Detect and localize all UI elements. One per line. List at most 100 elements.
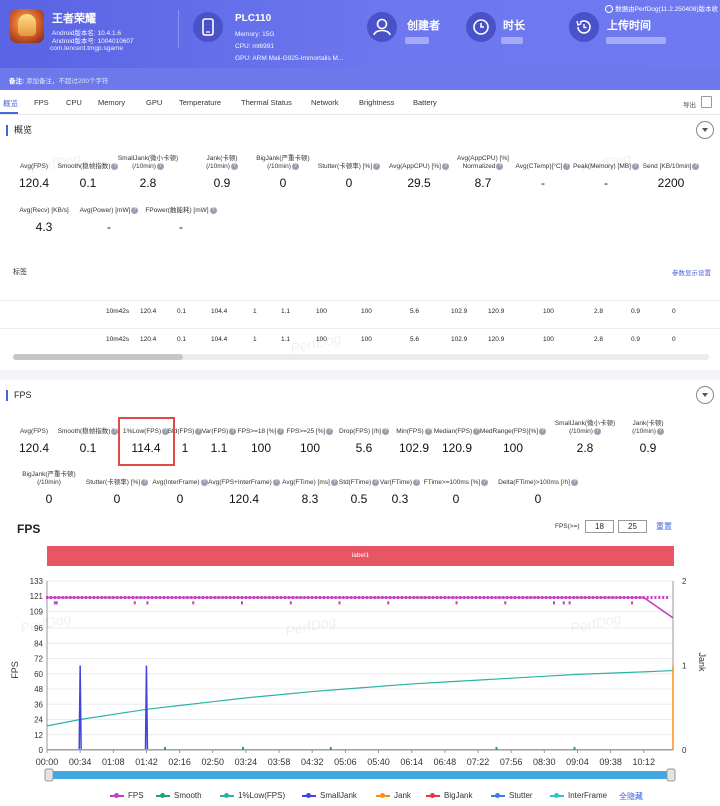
note-bar[interactable]: 备注: 添加备注，不超过200个字符	[0, 68, 720, 90]
help-icon[interactable]: ?	[373, 163, 381, 170]
export-icon[interactable]	[701, 96, 712, 108]
help-icon[interactable]: ?	[229, 428, 237, 435]
stat-value: 102.9	[398, 441, 430, 456]
stat-item: Var(FPS)? 1.1	[174, 428, 264, 455]
table-cell: 100	[361, 336, 372, 343]
tab-fps[interactable]: FPS	[34, 98, 49, 107]
help-icon[interactable]: ?	[272, 479, 280, 486]
help-icon[interactable]: ?	[539, 428, 547, 435]
scrollbar-thumb[interactable]	[13, 354, 183, 360]
fps-point	[436, 596, 439, 600]
help-icon[interactable]: ?	[496, 163, 504, 170]
hide-all-button[interactable]: 全隐藏	[619, 792, 643, 801]
stat-value: 120.4	[18, 176, 50, 190]
help-icon[interactable]: ?	[291, 163, 299, 170]
tab-memory[interactable]: Memory	[98, 98, 126, 107]
stat-value: 0	[279, 176, 287, 191]
fps-point	[556, 596, 559, 600]
fps-point	[599, 596, 602, 600]
legend-item-interframe[interactable]: InterFrame	[550, 791, 607, 800]
param-display-settings-link[interactable]: 参数显示设置	[672, 270, 711, 277]
fps-point	[244, 596, 247, 600]
user-icon	[367, 12, 397, 42]
legend-item-fps[interactable]: FPS	[110, 791, 144, 800]
help-icon[interactable]: ?	[131, 207, 139, 214]
fps-point	[252, 596, 255, 600]
stat-label: Send [KB/10min]?	[626, 163, 716, 171]
fps-point	[439, 596, 442, 600]
help-icon[interactable]: ?	[200, 479, 208, 486]
help-icon[interactable]: ?	[656, 428, 664, 435]
fps-point	[295, 596, 298, 600]
help-icon[interactable]: ?	[209, 207, 217, 214]
help-icon[interactable]: ?	[111, 428, 119, 435]
tab-temperature[interactable]: Temperature	[179, 98, 222, 107]
help-icon[interactable]: ?	[424, 428, 432, 435]
tab-network[interactable]: Network	[311, 98, 339, 107]
help-icon[interactable]: ?	[372, 479, 380, 486]
help-icon[interactable]: ?	[162, 428, 170, 435]
help-icon[interactable]: ?	[195, 428, 203, 435]
help-icon[interactable]: ?	[413, 479, 421, 486]
fps-point	[85, 596, 88, 600]
stat-item: Jank(卡顿) (/10min)? 0.9	[603, 420, 693, 455]
help-icon[interactable]: ?	[481, 479, 489, 486]
legend-item-jank[interactable]: Jank	[376, 791, 411, 800]
stat-item: Jank(卡顿) (/10min)? 0.9	[177, 155, 267, 190]
help-icon[interactable]: ?	[473, 428, 481, 435]
table-row[interactable]: 10m42s 120.4 0.1 104.4 1 1.1 100 100 5.6 102.9 120…	[0, 300, 720, 322]
stat-label: 1%Low(FPS)?	[101, 428, 191, 436]
help-icon[interactable]: ?	[277, 428, 285, 435]
help-icon[interactable]: ?	[330, 479, 338, 486]
legend-item-smalljank[interactable]: SmallJank	[302, 791, 357, 800]
help-icon[interactable]: ?	[381, 428, 389, 435]
fps-point	[494, 596, 497, 600]
tab-bar: 概览 FPS CPU Memory GPU Temperature Therma…	[0, 90, 720, 115]
tab-thermal-status[interactable]: Thermal Status	[241, 98, 292, 107]
label-bar[interactable]: label1	[47, 546, 674, 566]
fps-point	[287, 596, 290, 600]
fps-collapse-button[interactable]	[696, 386, 714, 404]
reset-button[interactable]: 重置	[656, 522, 672, 531]
fps-point	[57, 596, 60, 600]
stat-label: Avg(FPS+InterFrame)?	[199, 479, 289, 487]
legend-item-smooth[interactable]: Smooth	[156, 791, 202, 800]
stat-label: Avg(Recv) [KB/s]	[19, 207, 69, 214]
table-horizontal-scrollbar[interactable]	[13, 354, 709, 360]
stat-label: Avg(AppCPU) [%]	[457, 155, 509, 162]
help-icon[interactable]: ?	[692, 163, 700, 170]
help-icon[interactable]: ?	[631, 163, 639, 170]
stat-value: 0.9	[639, 441, 657, 456]
help-icon[interactable]: ?	[156, 163, 164, 170]
stat-item: 1%Low(FPS)? 114.4	[101, 428, 191, 455]
help-icon[interactable]: ?	[111, 163, 119, 170]
fps-threshold-input-2[interactable]: 25	[618, 520, 647, 533]
stat-item: Stutter(卡顿率) [%]? 0	[304, 163, 394, 190]
help-icon[interactable]: ?	[441, 163, 449, 170]
tags-label: 标签	[13, 269, 27, 276]
tab-battery[interactable]: Battery	[413, 98, 437, 107]
help-icon[interactable]: ?	[593, 428, 601, 435]
legend-item-1pct-low[interactable]: 1%Low(FPS)	[220, 791, 285, 800]
help-icon[interactable]: ?	[326, 428, 334, 435]
legend-item-bigjank[interactable]: BigJank	[426, 791, 472, 800]
tab-brightness[interactable]: Brightness	[359, 98, 395, 107]
help-icon[interactable]: ?	[570, 479, 578, 486]
tab-gpu[interactable]: GPU	[146, 98, 163, 107]
export-button[interactable]: 导出	[683, 102, 696, 109]
fps-threshold-input-1[interactable]: 18	[585, 520, 614, 533]
overview-collapse-button[interactable]	[696, 121, 714, 139]
help-icon[interactable]: ?	[563, 163, 571, 170]
stat-item: Var(FTime)? 0.3	[355, 479, 445, 506]
help-icon[interactable]: ?	[141, 479, 149, 486]
fps-point	[510, 596, 513, 600]
tab-overview[interactable]: 概览	[3, 99, 18, 108]
help-icon[interactable]: ?	[230, 163, 238, 170]
table-row[interactable]: 10m42s 120.4 0.1 104.4 1 1.1 100 100 5.6 102.9 120…	[0, 328, 720, 350]
legend-item-stutter[interactable]: Stutter	[491, 791, 533, 800]
y-tick-label: 133	[30, 577, 44, 586]
section-gap	[0, 370, 720, 380]
note-input[interactable]: 添加备注，不超过200个字符	[26, 78, 109, 85]
tab-cpu[interactable]: CPU	[66, 98, 82, 107]
